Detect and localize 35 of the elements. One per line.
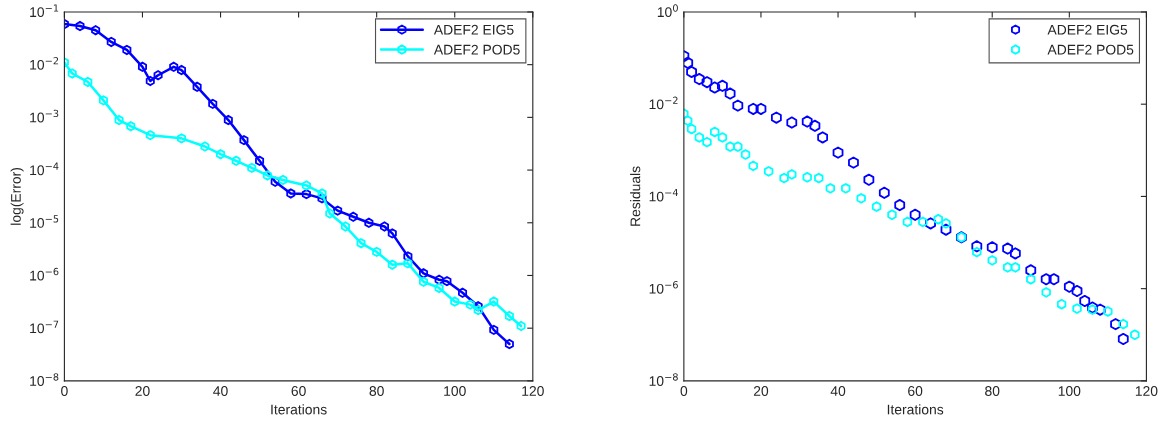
x-tick-label: 20 [753, 386, 769, 396]
x-tick-label: 0 [680, 386, 688, 396]
x-tick-label: 60 [908, 386, 923, 396]
x-tick-label: 40 [830, 386, 846, 396]
x-tick-label: 120 [522, 386, 544, 396]
y-tick-label: 10$^{−1}$ [30, 4, 59, 18]
legend-label: ADEF2 EIG5 [1047, 24, 1128, 35]
y-tick-label: 10$^{−6}$ [649, 281, 678, 294]
y-tick-label: 10$^{−5}$ [30, 215, 59, 228]
x-tick-label: 80 [985, 386, 1000, 396]
x-tick-label: 100 [1058, 386, 1081, 396]
y-tick-label: 10$^{−2}$ [30, 57, 59, 70]
y-tick-label: 10$^{−3}$ [30, 109, 59, 123]
y-tick-label: 10$^{−6}$ [30, 267, 59, 281]
y-tick-label: 10$^{−2}$ [649, 96, 678, 110]
x-tick-label: 100 [444, 386, 466, 396]
x-tick-label: 0 [61, 386, 68, 396]
legend-label: ADEF2 POD5 [433, 44, 520, 55]
x-tick-label: 60 [291, 386, 306, 396]
y-tick-label: 10$^{−7}$ [30, 320, 59, 334]
y-axis-title: log(Error) [10, 167, 24, 225]
x-axis-title: Iterations [887, 404, 944, 415]
x-tick-label: 20 [135, 386, 150, 396]
x-tick-label: 120 [1135, 386, 1158, 396]
legend-label: ADEF2 POD5 [1047, 44, 1134, 55]
legend-label: ADEF2 EIG5 [433, 24, 514, 35]
y-tick-label: 10$^{−8}$ [649, 373, 678, 386]
y-tick-label: 10$^{−4}$ [649, 188, 678, 202]
y-tick-label: 10$^{0}$ [657, 4, 678, 18]
y-tick-label: 10$^{−8}$ [30, 373, 59, 386]
x-tick-label: 40 [213, 386, 228, 396]
x-tick-label: 80 [369, 386, 384, 396]
y-tick-label: 10$^{−4}$ [30, 162, 59, 176]
y-axis-title: Residuals [630, 166, 641, 226]
x-axis-title: Iterations [271, 404, 327, 415]
